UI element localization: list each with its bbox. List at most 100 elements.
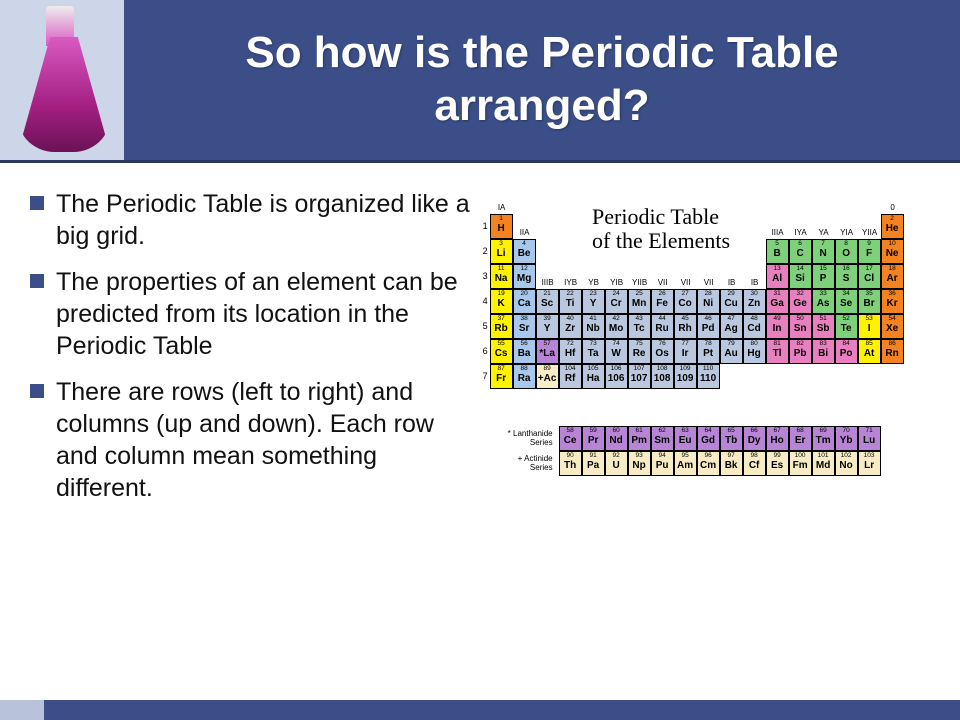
group-label: IB [720,278,744,287]
element-cell: 99Es [766,451,789,476]
element-cell: 24Cr [605,289,628,314]
element-cell: 40Zr [559,314,582,339]
element-cell: 63Eu [674,426,697,451]
element-cell: 72Hf [559,339,582,364]
element-cell: 43Tc [628,314,651,339]
element-cell: 38Sr [513,314,536,339]
element-cell: 23Y [582,289,605,314]
element-cell: 37Rb [490,314,513,339]
slide-header: So how is the Periodic Table arranged? [0,0,960,163]
element-cell: 59Pr [582,426,605,451]
element-cell: 17Cl [858,264,881,289]
group-label: YIIA [858,228,882,237]
element-cell: 67Ho [766,426,789,451]
group-label: YA [812,228,836,237]
element-cell: 104Rf [559,364,582,389]
element-cell: 66Dy [743,426,766,451]
element-cell: 90Th [559,451,582,476]
group-label: IIIB [536,278,560,287]
series-label: + ActinideSeries [497,454,553,472]
element-cell: 33As [812,289,835,314]
element-cell: 48Cd [743,314,766,339]
bullet-item: There are rows (left to right) and colum… [30,376,472,504]
element-cell: 61Pm [628,426,651,451]
element-cell: 57*La [536,339,559,364]
element-cell: 85At [858,339,881,364]
element-cell: 53I [858,314,881,339]
element-cell: 106106 [605,364,628,389]
element-cell: 108108 [651,364,674,389]
element-cell: 3Li [490,239,513,264]
element-cell: 83Bi [812,339,835,364]
element-cell: 70Yb [835,426,858,451]
element-cell: 39Y [536,314,559,339]
group-label: IB [743,278,767,287]
period-label: 7 [478,371,488,381]
element-cell: 100Fm [789,451,812,476]
period-label: 5 [478,321,488,331]
group-label: VII [697,278,721,287]
element-cell: 15P [812,264,835,289]
element-cell: 55Cs [490,339,513,364]
element-cell: 20Ca [513,289,536,314]
element-cell: 97Bk [720,451,743,476]
element-cell: 80Hg [743,339,766,364]
element-cell: 86Rn [881,339,904,364]
element-cell: 26Fe [651,289,674,314]
element-cell: 95Am [674,451,697,476]
element-cell: 51Sb [812,314,835,339]
element-cell: 82Pb [789,339,812,364]
element-cell: 1H [490,214,513,239]
element-cell: 60Nd [605,426,628,451]
element-cell: 4Be [513,239,536,264]
element-cell: 19K [490,289,513,314]
period-label: 6 [478,346,488,356]
element-cell: 74W [605,339,628,364]
group-label: 0 [881,203,905,212]
group-label: IIA [513,228,537,237]
element-cell: 68Er [789,426,812,451]
element-cell: 29Cu [720,289,743,314]
element-cell: 32Ge [789,289,812,314]
element-cell: 35Br [858,289,881,314]
period-label: 3 [478,271,488,281]
element-cell: 25Mn [628,289,651,314]
element-cell: 75Re [628,339,651,364]
footer-accent [0,700,44,720]
element-cell: 14Si [789,264,812,289]
period-label: 1 [478,221,488,231]
element-cell: 44Ru [651,314,674,339]
element-cell: 46Pd [697,314,720,339]
element-cell: 11Na [490,264,513,289]
period-label: 4 [478,296,488,306]
slide: So how is the Periodic Table arranged? T… [0,0,960,720]
element-cell: 31Ga [766,289,789,314]
element-cell: 50Sn [789,314,812,339]
element-cell: 96Cm [697,451,720,476]
group-label: IYA [789,228,813,237]
element-cell: 41Nb [582,314,605,339]
element-cell: 92U [605,451,628,476]
element-cell: 28Ni [697,289,720,314]
element-cell: 34Se [835,289,858,314]
element-cell: 77Ir [674,339,697,364]
element-cell: 6C [789,239,812,264]
periodic-table-caption: Periodic Tableof the Elements [592,205,730,253]
element-cell: 52Te [835,314,858,339]
slide-body: The Periodic Table is organized like a b… [0,170,960,696]
element-cell: 21Sc [536,289,559,314]
slide-footer [0,700,960,720]
element-cell: 71Lu [858,426,881,451]
element-cell: 76Os [651,339,674,364]
element-cell: 64Gd [697,426,720,451]
group-label: VII [651,278,675,287]
bullet-item: The properties of an element can be pred… [30,266,472,362]
element-cell: 49In [766,314,789,339]
element-cell: 81Tl [766,339,789,364]
element-cell: 103Lr [858,451,881,476]
element-cell: 13Al [766,264,789,289]
element-cell: 9F [858,239,881,264]
element-cell: 89+Ac [536,364,559,389]
element-cell: 73Ta [582,339,605,364]
group-label: VII [674,278,698,287]
